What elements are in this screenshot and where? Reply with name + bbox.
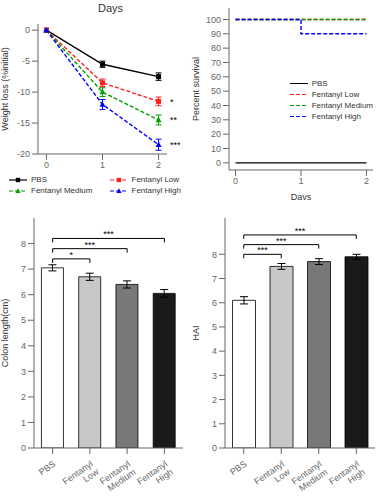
svg-text:40: 40 [211,101,221,111]
svg-text:FentanylHigh: FentanylHigh [135,459,175,495]
svg-text:PBS: PBS [228,459,248,478]
svg-text:2: 2 [364,176,369,186]
svg-text:7: 7 [21,264,26,274]
svg-text:*: * [69,250,73,260]
svg-text:0: 0 [233,176,238,186]
svg-text:Weight loss (%initial): Weight loss (%initial) [8,47,10,130]
svg-text:2: 2 [21,392,26,402]
html-text:Fentanyl Medium: Fentanyl Medium [31,186,93,195]
svg-text:-5: -5 [22,56,30,66]
svg-text:5: 5 [21,315,26,325]
svg-text:1: 1 [100,160,105,170]
svg-text:*: * [170,97,174,107]
html-text:Fentanyl Medium: Fentanyl Medium [311,100,373,110]
svg-text:60: 60 [211,72,221,82]
svg-text:4: 4 [21,341,26,351]
svg-text:3: 3 [21,367,26,377]
svg-text:70: 70 [211,58,221,68]
html-text:PBS: PBS [31,175,47,184]
svg-text:50: 50 [211,86,221,96]
svg-text:8: 8 [212,250,217,260]
svg-text:**: ** [170,115,178,125]
html-text:Fentanyl Low: Fentanyl Low [131,175,180,184]
svg-text:0: 0 [212,443,217,453]
svg-text:***: *** [170,140,181,150]
svg-text:Days: Days [291,192,312,200]
svg-text:80: 80 [211,43,221,53]
svg-text:***: *** [295,226,306,236]
svg-text:20: 20 [211,129,221,139]
html-text:Fentanyl High: Fentanyl High [311,111,361,121]
svg-text:FentanylMedium: FentanylMedium [290,459,330,495]
svg-text:6: 6 [21,290,26,300]
svg-text:8: 8 [21,239,26,249]
svg-text:1: 1 [21,418,26,428]
svg-text:6: 6 [212,298,217,308]
svg-text:1: 1 [298,176,303,186]
svg-text:10: 10 [211,144,221,154]
svg-text:HAI: HAI [191,325,201,340]
svg-text:0: 0 [25,25,30,35]
svg-text:2: 2 [156,160,161,170]
svg-text:FentanylHigh: FentanylHigh [327,459,367,495]
html-text:Days: Days [98,2,123,14]
svg-text:3: 3 [212,371,217,381]
svg-text:5: 5 [212,322,217,332]
svg-text:Colon length(cm): Colon length(cm) [8,299,10,368]
svg-text:FentanylLow: FentanylLow [61,458,101,494]
svg-text:0: 0 [44,160,49,170]
html-text:PBS: PBS [311,78,328,88]
svg-text:90: 90 [211,29,221,39]
html-text:Fentanyl Low: Fentanyl Low [311,89,360,99]
svg-text:***: *** [85,240,96,250]
svg-text:Percent survival: Percent survival [191,57,201,121]
svg-text:FentanylMedium: FentanylMedium [98,459,138,495]
svg-text:***: *** [257,245,268,255]
svg-text:0: 0 [216,158,221,168]
svg-text:2: 2 [212,395,217,405]
svg-text:FentanylLow: FentanylLow [252,458,292,494]
svg-text:100: 100 [206,15,221,25]
svg-text:4: 4 [212,346,217,356]
svg-text:-15: -15 [17,118,30,128]
svg-text:30: 30 [211,115,221,125]
svg-text:***: *** [276,236,287,246]
html-text:Fentanyl High: Fentanyl High [131,186,181,195]
svg-text:7: 7 [212,274,217,284]
svg-text:1: 1 [212,419,217,429]
svg-text:-20: -20 [17,149,30,159]
svg-text:0: 0 [21,443,26,453]
svg-text:PBS: PBS [37,459,57,478]
svg-text:***: *** [103,229,114,239]
svg-text:-10: -10 [17,87,30,97]
